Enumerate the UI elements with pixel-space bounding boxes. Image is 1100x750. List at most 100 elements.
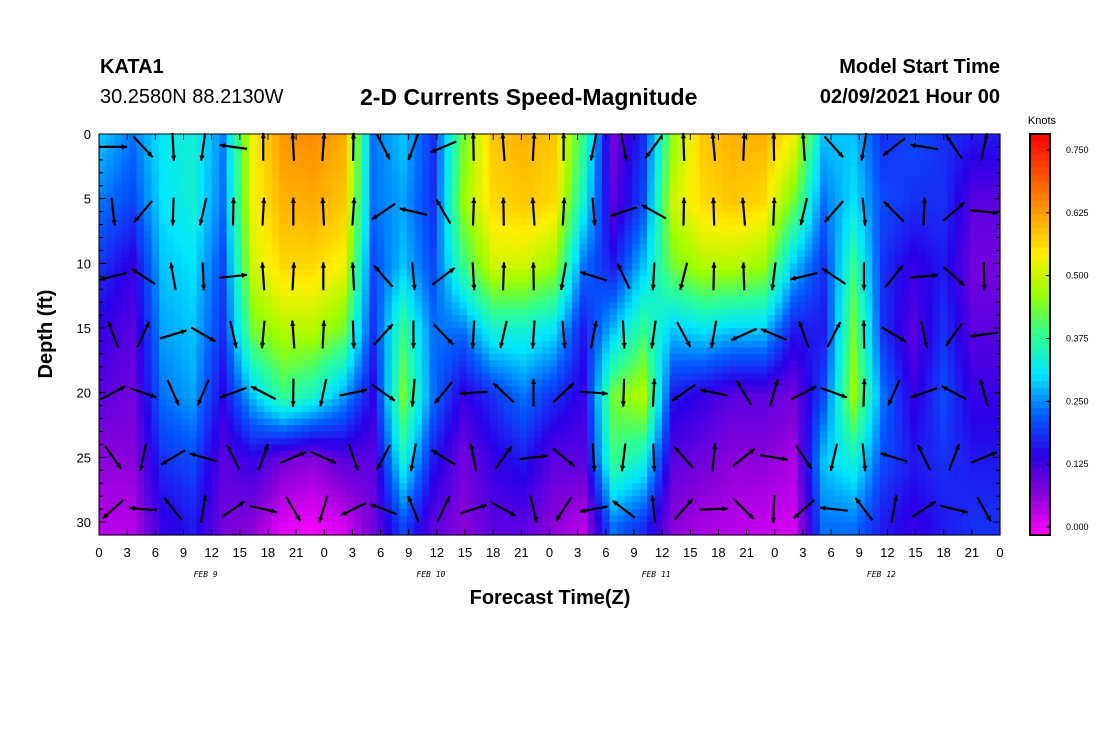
heatmap-cell <box>624 308 633 316</box>
heatmap-cell <box>662 231 671 239</box>
heatmap-cell <box>309 237 318 245</box>
heatmap-cell <box>271 522 280 530</box>
heatmap-cell <box>474 347 483 355</box>
heatmap-cell <box>534 172 543 180</box>
heatmap-cell <box>677 256 686 264</box>
heatmap-cell <box>346 211 355 219</box>
heatmap-cell <box>647 412 656 420</box>
heatmap-cell <box>316 360 325 368</box>
heatmap-cell <box>294 159 303 167</box>
heatmap-cell <box>669 231 678 239</box>
heatmap-cell <box>579 289 588 297</box>
heatmap-cell <box>354 250 363 258</box>
heatmap-cell <box>526 444 536 452</box>
heatmap-cell <box>211 231 220 239</box>
heatmap-cell <box>669 153 678 161</box>
heatmap-cell <box>654 172 663 180</box>
heatmap-cell <box>279 172 288 180</box>
heatmap-cell <box>129 153 138 161</box>
heatmap-cell <box>647 185 656 193</box>
heatmap-cell <box>669 412 678 420</box>
heatmap-cell <box>234 218 243 226</box>
heatmap-cell <box>594 450 603 458</box>
heatmap-cell <box>316 211 325 219</box>
heatmap-cell <box>189 179 198 187</box>
heatmap-cell <box>647 218 656 226</box>
heatmap-cell <box>444 289 453 297</box>
heatmap-cell <box>511 405 521 413</box>
heatmap-cell <box>114 276 123 284</box>
heatmap-cell <box>466 308 476 316</box>
heatmap-cell <box>324 347 333 355</box>
heatmap-cell <box>211 470 220 478</box>
heatmap-cell <box>511 502 521 510</box>
heatmap-cell <box>692 185 701 193</box>
heatmap-cell <box>699 269 708 277</box>
heatmap-cell <box>249 166 258 174</box>
heatmap-cell <box>669 295 678 303</box>
heatmap-cell <box>406 470 415 478</box>
heatmap-cell <box>361 211 370 219</box>
heatmap-cell <box>384 134 393 142</box>
heatmap-cell <box>669 373 678 381</box>
heatmap-cell <box>534 289 543 297</box>
heatmap-cell <box>361 198 370 206</box>
heatmap-cell <box>316 243 325 252</box>
heatmap-cell <box>331 211 340 219</box>
heatmap-cell <box>609 379 618 387</box>
heatmap-cell <box>669 263 678 271</box>
heatmap-cell <box>331 509 340 517</box>
heatmap-cell <box>301 450 310 458</box>
heatmap-cell <box>361 347 370 355</box>
heatmap-cell <box>624 522 633 530</box>
heatmap-cell <box>99 373 108 381</box>
heatmap-cell <box>436 437 445 446</box>
heatmap-cell <box>632 308 641 316</box>
heatmap-cell <box>639 444 648 452</box>
heatmap-cell <box>669 224 678 232</box>
heatmap-cell <box>557 502 566 510</box>
heatmap-cell <box>339 179 348 187</box>
heatmap-cell <box>669 476 678 484</box>
heatmap-cell <box>617 425 626 433</box>
heatmap-cell <box>451 379 460 387</box>
heatmap-cell <box>204 450 213 458</box>
heatmap-cell <box>144 366 153 374</box>
heatmap-cell <box>391 205 400 213</box>
heatmap-cell <box>399 198 408 206</box>
heatmap-cell <box>346 502 355 510</box>
heatmap-cell <box>121 134 130 142</box>
heatmap-cell <box>226 496 235 504</box>
heatmap-cell <box>572 231 581 239</box>
heatmap-cell <box>414 444 423 452</box>
heatmap-cell <box>526 334 536 342</box>
heatmap-cell <box>579 405 588 413</box>
heatmap-cell <box>557 340 566 349</box>
heatmap-cell <box>354 302 363 310</box>
heatmap-cell <box>99 185 108 193</box>
heatmap-cell <box>647 386 656 394</box>
heatmap-cell <box>181 134 190 142</box>
heatmap-cell <box>662 315 671 323</box>
heatmap-cell <box>121 444 130 452</box>
heatmap-cell <box>451 289 460 297</box>
heatmap-cell <box>309 379 318 387</box>
heatmap-cell <box>249 269 258 277</box>
heatmap-cell <box>602 172 611 180</box>
heatmap-cell <box>189 282 198 290</box>
heatmap-cell <box>639 231 648 239</box>
heatmap-cell <box>294 412 303 420</box>
heatmap-cell <box>654 405 663 413</box>
heatmap-cell <box>234 334 243 342</box>
heatmap-cell <box>594 496 603 504</box>
heatmap-cell <box>241 263 250 271</box>
heatmap-cell <box>181 315 190 323</box>
heatmap-cell <box>301 179 310 187</box>
heatmap-cell <box>669 172 678 180</box>
heatmap-cell <box>541 192 551 200</box>
heatmap-cell <box>166 172 175 180</box>
heatmap-cell <box>459 328 468 336</box>
heatmap-cell <box>346 282 355 290</box>
heatmap-cell <box>399 315 408 323</box>
heatmap-cell <box>692 146 701 155</box>
